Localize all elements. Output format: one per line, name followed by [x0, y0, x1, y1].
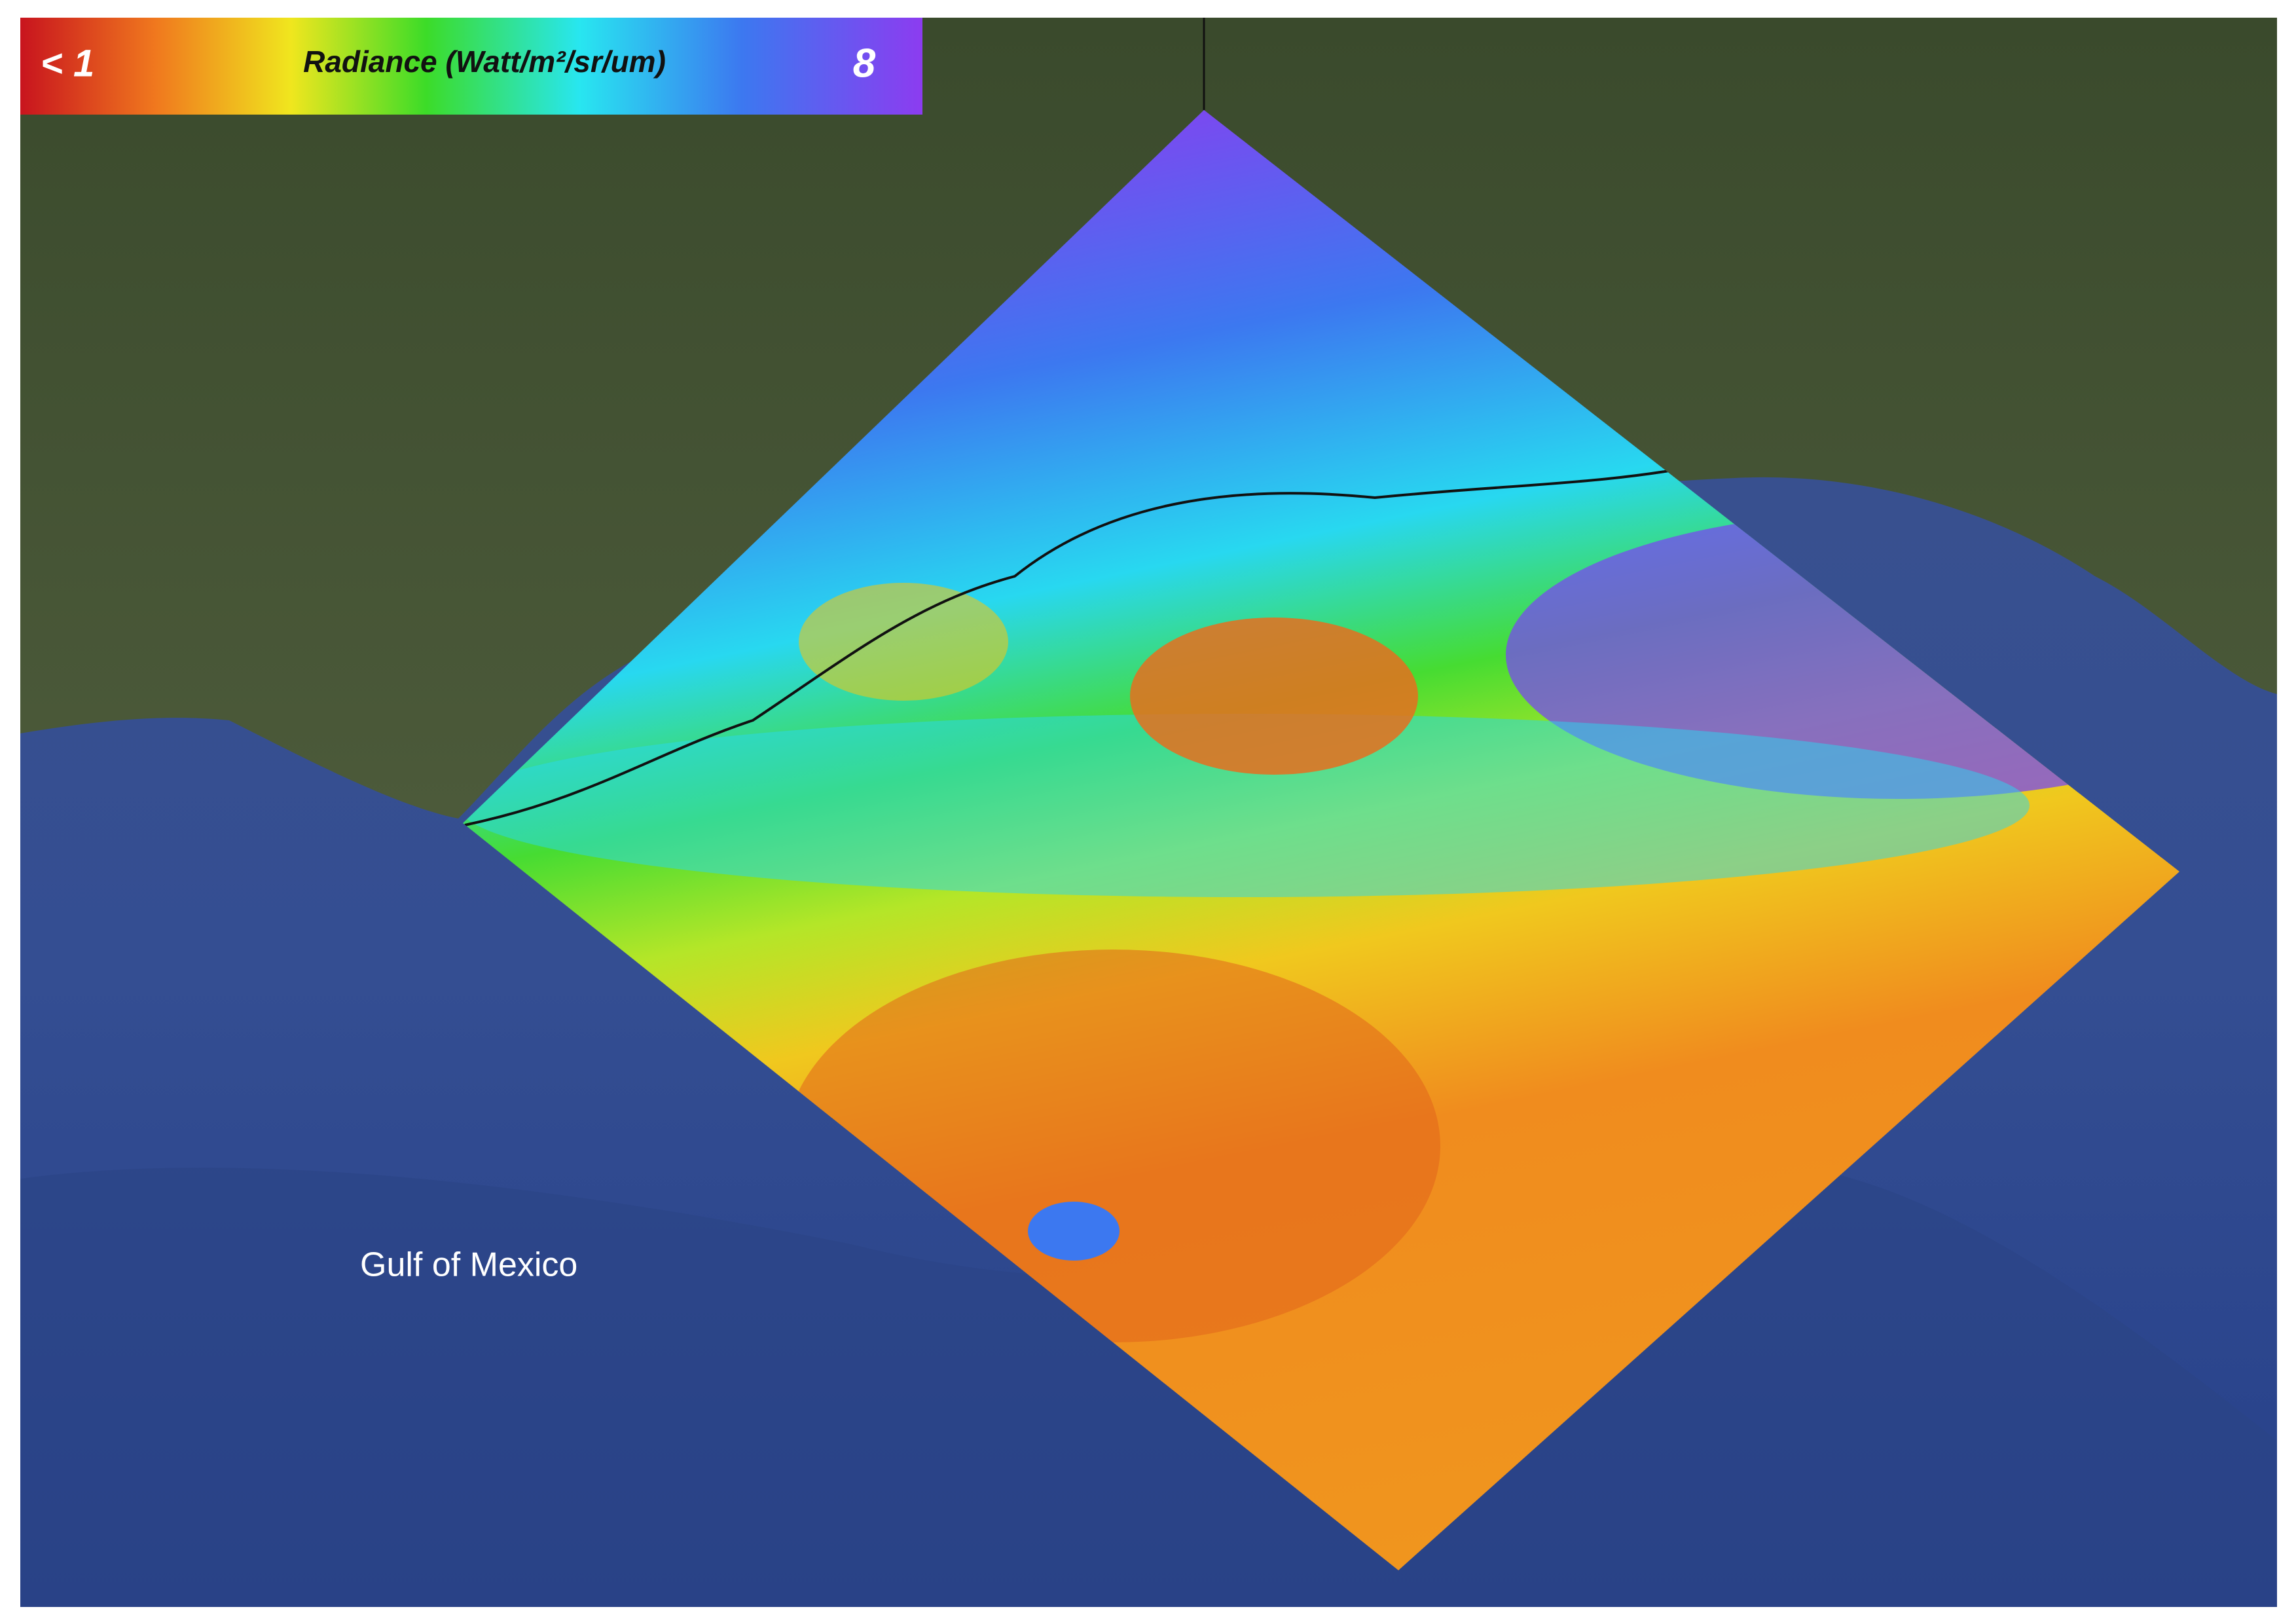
colorbar-title: Radiance (Watt/m²/sr/um): [303, 45, 666, 79]
orange-cloud: [1130, 618, 1418, 775]
cyan-band: [463, 714, 2030, 897]
yellow-cloud: [799, 583, 1008, 701]
storm-eye: [1028, 1202, 1120, 1261]
colorbar-gradient: [20, 18, 922, 115]
colorbar-max: 8: [853, 41, 876, 86]
place-label: Gulf of Mexico: [360, 1246, 577, 1284]
colorbar-min: < 1: [41, 42, 94, 84]
coastline: [464, 464, 1703, 826]
colorbar: < 1 Radiance (Watt/m²/sr/um) 8: [20, 18, 922, 115]
